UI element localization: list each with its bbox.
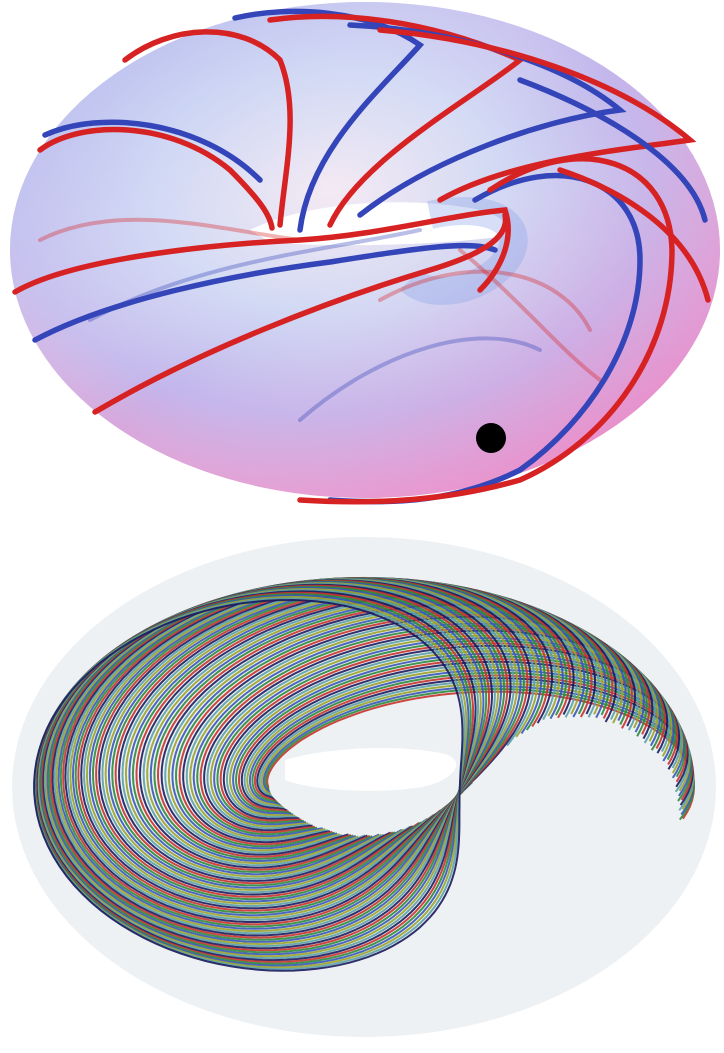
top-back-curve xyxy=(458,248,602,382)
marker-dot xyxy=(476,423,506,453)
bottom-winding-curve xyxy=(107,582,586,889)
bottom-winding-curve xyxy=(85,578,561,905)
bottom-winding-curve xyxy=(101,581,579,894)
bottom-torus-hole xyxy=(285,748,457,791)
top-back-curve xyxy=(378,269,592,332)
bottom-winding-curve xyxy=(80,577,554,910)
top-front-curve xyxy=(297,156,675,505)
top-torus-hole xyxy=(250,202,508,246)
bottom-winding-curve xyxy=(98,580,575,896)
top-front-curve xyxy=(92,212,509,415)
bottom-winding-curve xyxy=(111,583,590,887)
bottom-torus-curves xyxy=(33,576,695,972)
top-front-curves xyxy=(12,8,711,505)
top-marker-point xyxy=(476,423,506,453)
top-back-curve xyxy=(38,217,302,242)
bottom-winding-curve xyxy=(174,611,648,848)
bottom-winding-curve xyxy=(104,581,582,891)
bottom-winding-curve xyxy=(95,579,572,898)
bottom-winding-curve xyxy=(88,578,564,903)
top-back-curve xyxy=(298,336,542,422)
top-torus-shading xyxy=(10,2,720,498)
top-front-curve xyxy=(32,242,498,343)
bottom-torus-panel xyxy=(12,537,716,1037)
top-front-curve xyxy=(42,119,263,183)
bottom-winding-curve xyxy=(33,598,464,972)
top-torus-panel xyxy=(10,2,720,505)
top-front-curve xyxy=(12,207,511,295)
top-front-curve xyxy=(377,27,697,203)
top-front-curve xyxy=(557,167,711,303)
top-front-curve xyxy=(37,126,275,231)
top-front-curve xyxy=(122,29,293,228)
bottom-winding-curve xyxy=(91,579,568,901)
top-torus-surface xyxy=(10,2,720,498)
top-front-curve xyxy=(517,77,708,223)
bottom-winding-curve xyxy=(83,577,557,907)
top-front-curve xyxy=(232,8,425,233)
